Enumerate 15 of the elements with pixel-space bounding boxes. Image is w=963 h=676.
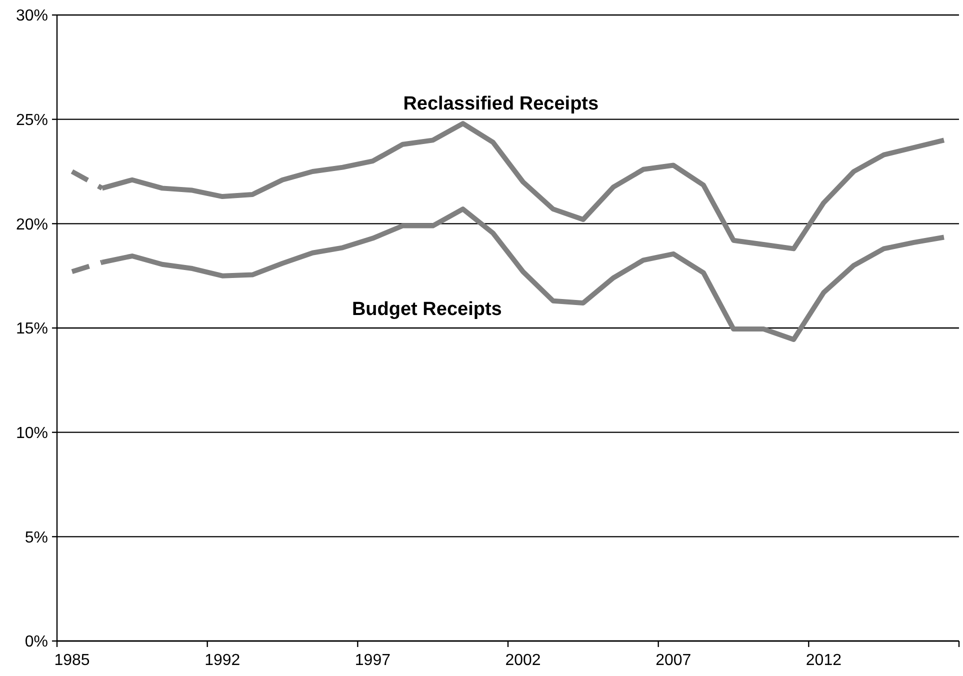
- x-tick-label: 2002: [505, 652, 541, 669]
- y-tick-label: 30%: [16, 8, 48, 25]
- y-tick-label: 15%: [16, 320, 48, 338]
- y-tick-label: 0%: [24, 634, 48, 651]
- x-tick-label: 1992: [204, 652, 240, 669]
- y-tick-label: 5%: [24, 529, 48, 546]
- series-label: Budget Receipts: [352, 298, 502, 320]
- x-tick-label: 1985: [54, 652, 90, 669]
- y-tick-label: 25%: [16, 112, 48, 129]
- y-tick-label: 20%: [16, 216, 48, 234]
- series-label: Reclassified Receipts: [403, 94, 599, 115]
- y-tick-label: 10%: [16, 424, 48, 442]
- x-tick-label: 2012: [806, 652, 842, 669]
- x-tick-label: 2007: [656, 652, 692, 669]
- x-tick-label: 1997: [354, 652, 391, 669]
